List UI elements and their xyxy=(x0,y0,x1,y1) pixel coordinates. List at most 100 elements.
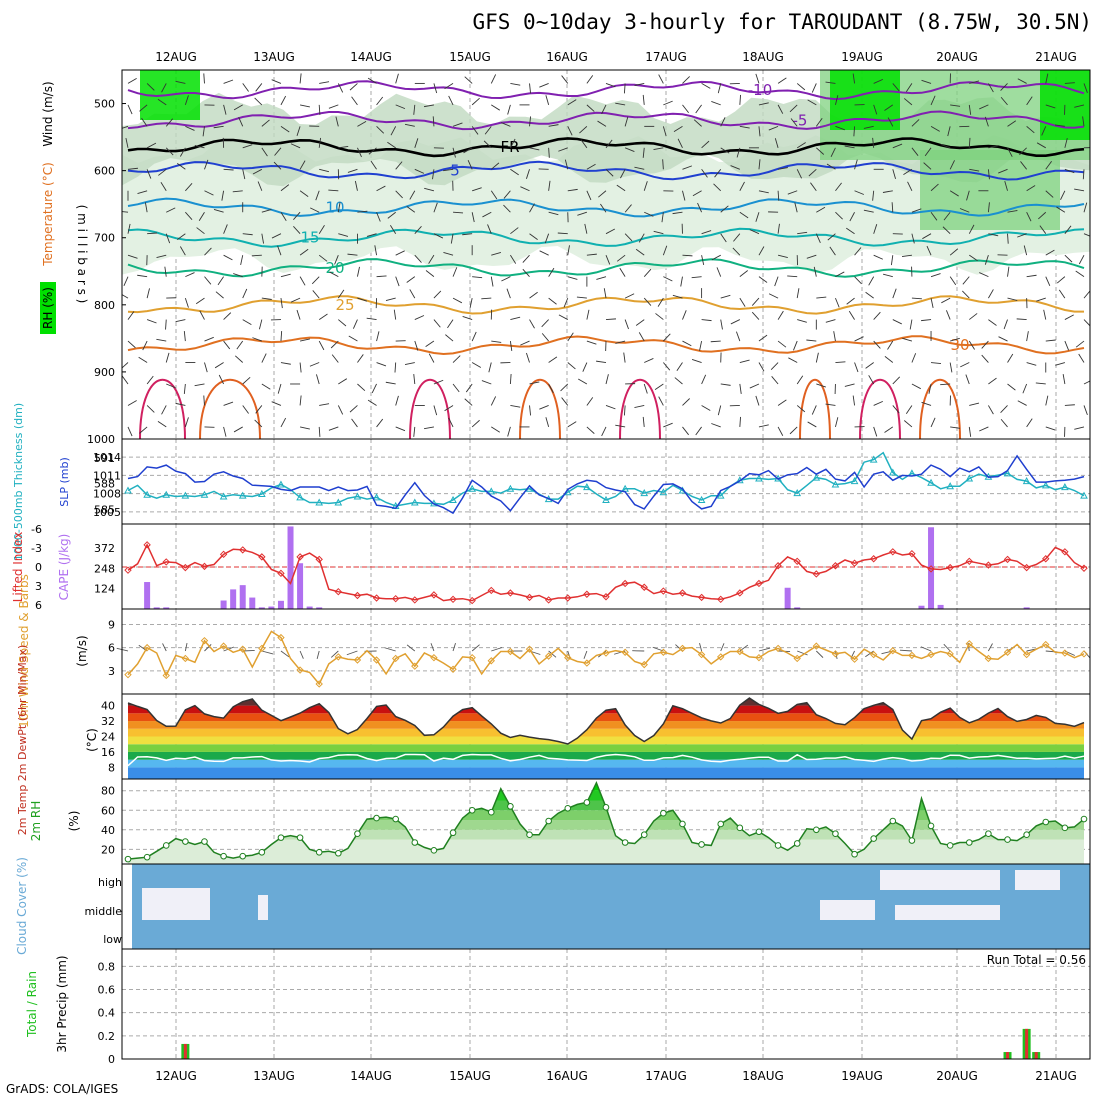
wind-barb xyxy=(1017,78,1027,84)
lifted-index-line-marker xyxy=(468,596,476,605)
wind-barb xyxy=(663,362,671,371)
wind-barb xyxy=(596,360,607,363)
wind-barb xyxy=(968,224,975,234)
wind-barb xyxy=(662,126,667,137)
cloud-level-label: middle xyxy=(84,905,122,918)
wind-barb xyxy=(452,147,456,158)
rh-band xyxy=(128,820,1084,830)
wind-barb xyxy=(777,77,787,84)
wind-barb xyxy=(835,182,842,192)
lifted-index-line xyxy=(127,543,1085,602)
rh-line-marker xyxy=(201,838,208,845)
wind-barb xyxy=(337,83,344,93)
temp-band xyxy=(128,728,1084,737)
wind-barb xyxy=(387,211,396,219)
wind-barb-10m xyxy=(491,647,503,652)
thickness-line-marker xyxy=(277,480,285,488)
wind-barb xyxy=(127,340,136,349)
thickness-line-marker xyxy=(812,473,821,481)
wind-barb xyxy=(960,362,970,368)
wind-barb xyxy=(1064,254,1073,263)
wind-barb xyxy=(184,95,189,106)
thickness-line-marker xyxy=(755,474,763,482)
lifted-index-line-marker xyxy=(296,553,304,561)
rh-line-marker xyxy=(889,817,897,825)
wind-speed-line-marker xyxy=(984,654,993,663)
wind-barb xyxy=(682,165,693,170)
wind-speed-line-marker xyxy=(812,642,821,650)
lifted-index-line-marker xyxy=(908,549,916,558)
lifted-index-line-marker xyxy=(678,589,687,597)
wind-barb xyxy=(503,204,511,213)
wind-barb xyxy=(464,398,473,406)
cape-bar xyxy=(163,607,170,609)
wind-barb xyxy=(261,209,272,213)
wind-barb xyxy=(950,104,961,107)
wind-barb xyxy=(258,319,263,330)
slp-tick: 1008 xyxy=(93,488,121,501)
wind-barb xyxy=(318,340,325,351)
wind-barb xyxy=(280,331,283,342)
wind-barb xyxy=(490,190,498,200)
temp-tick: 24 xyxy=(101,731,115,744)
wind-barb xyxy=(351,418,358,428)
wind-speed-line-marker xyxy=(506,647,515,656)
wind-speed-line-marker xyxy=(1022,650,1031,659)
thickness-line-marker xyxy=(315,498,324,506)
wind-barb xyxy=(852,395,856,406)
ylabel-thickness: 1000-500mb Thickness (dm) xyxy=(12,403,25,561)
wind-barb xyxy=(619,267,626,277)
lifted-index-line-marker xyxy=(143,541,151,549)
wind-barb xyxy=(293,225,301,235)
wind-barb xyxy=(280,125,290,133)
rh-shade-mid xyxy=(122,92,1090,187)
wind-barb xyxy=(624,319,629,330)
wind-speed-line-marker xyxy=(372,656,381,664)
wind-barb xyxy=(482,211,492,218)
slp-tick: 1011 xyxy=(93,469,121,482)
wind-barb xyxy=(844,145,855,149)
wind-barb xyxy=(567,99,577,106)
thickness-line-marker xyxy=(1041,481,1050,489)
thickness-line-marker xyxy=(1003,469,1012,477)
wind-barb xyxy=(643,297,652,306)
wind-speed-line xyxy=(127,630,1085,686)
wind-barb xyxy=(548,124,559,127)
wind-barb xyxy=(376,212,381,222)
cape-bar xyxy=(287,526,294,609)
wind-barb xyxy=(1082,116,1085,127)
lifted-index-line-marker xyxy=(334,587,343,596)
wind-barb xyxy=(658,74,664,84)
wind-barb xyxy=(215,291,224,299)
date-label-bottom: 16AUG xyxy=(546,1069,588,1083)
wind-barb xyxy=(349,83,358,91)
wind-barb xyxy=(584,223,588,234)
wind-barb xyxy=(1045,249,1055,256)
precip-frame xyxy=(121,948,1091,1060)
wind-barb xyxy=(835,125,845,131)
rh-line-marker xyxy=(507,803,514,810)
wind-barb xyxy=(567,421,577,428)
lifted-index-line-marker xyxy=(525,593,534,602)
wind-barb xyxy=(331,354,339,363)
wind-barb xyxy=(395,190,403,199)
wind-barb xyxy=(367,399,377,406)
wind-barb xyxy=(567,126,573,136)
wind-barb xyxy=(1004,181,1008,191)
wind-speed-line-marker xyxy=(1080,650,1088,658)
footer-credit: GrADS: COLA/IGES xyxy=(6,1082,119,1096)
wind-barb xyxy=(774,276,779,287)
wind-barb xyxy=(316,374,320,385)
wind-barb xyxy=(988,377,997,385)
wind-barb xyxy=(720,117,726,127)
wind-barb xyxy=(682,340,692,347)
wind-barb xyxy=(213,125,224,129)
wind-barb xyxy=(720,233,727,243)
pressure-tick: 800 xyxy=(94,299,115,312)
wind-barb xyxy=(165,233,171,244)
wind-barb xyxy=(949,190,959,197)
wind-barb-10m xyxy=(943,643,951,652)
wind-barb xyxy=(290,143,301,149)
isotherm-line xyxy=(127,80,1085,101)
wind-barb xyxy=(635,248,645,256)
